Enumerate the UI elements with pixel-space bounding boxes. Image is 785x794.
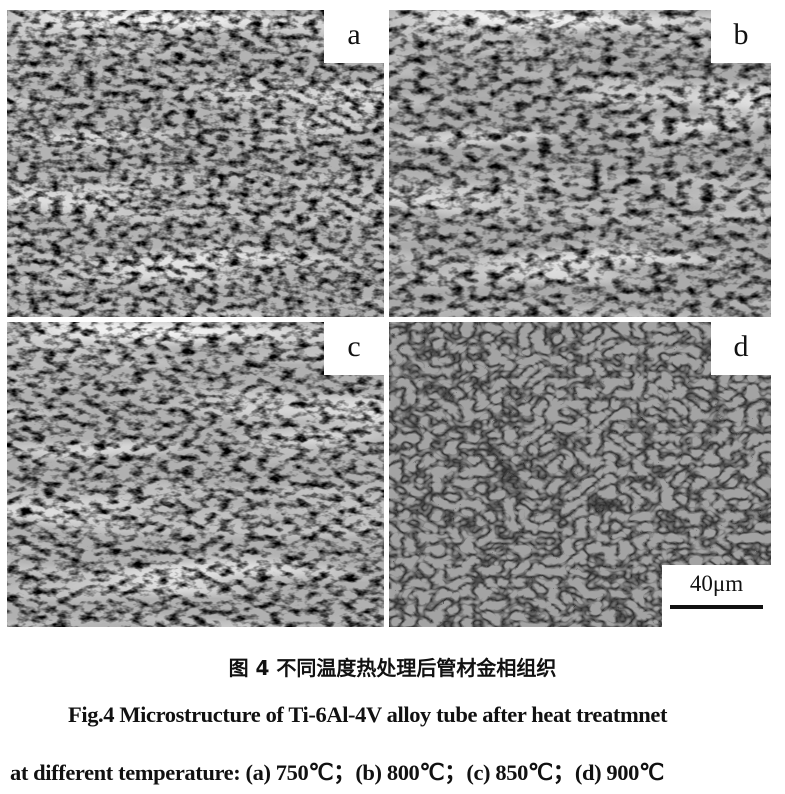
- panel-label-box: d: [711, 322, 771, 375]
- panel-label-box: c: [324, 322, 384, 375]
- scale-bar-box: 40μm: [662, 565, 771, 627]
- scale-bar-line: [670, 605, 763, 609]
- panel-label-d: d: [733, 330, 749, 363]
- microstructure-texture: [7, 10, 384, 317]
- caption-english-line2: at different temperature: (a) 750℃；(b) 8…: [10, 760, 664, 785]
- panel-label-box: b: [711, 10, 771, 63]
- microstructure-texture: [7, 322, 384, 627]
- microstructure-texture: [389, 10, 771, 317]
- micrograph-c: c: [7, 322, 384, 627]
- caption-english-line1: Fig.4 Microstructure of Ti-6Al-4V alloy …: [68, 702, 668, 727]
- scale-bar-text: 40μm: [689, 571, 744, 596]
- panel-label-box: a: [324, 10, 384, 63]
- micrograph-d: d 40μm: [389, 322, 771, 627]
- micrograph-b: b: [389, 10, 771, 317]
- panel-label-c: c: [347, 330, 361, 363]
- micrograph-a: a: [7, 10, 384, 317]
- panel-label-b: b: [733, 18, 749, 51]
- panel-label-a: a: [347, 18, 361, 51]
- caption-chinese: 图 4 不同温度热处理后管材金相组织: [228, 656, 557, 680]
